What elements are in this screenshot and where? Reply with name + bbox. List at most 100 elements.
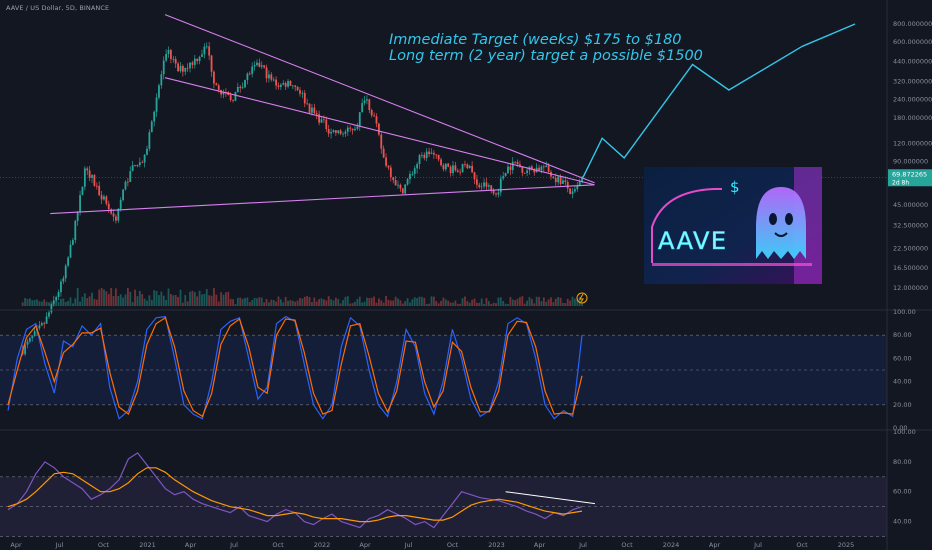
candle-body (284, 83, 287, 87)
candle-body (268, 74, 270, 79)
candle-body (107, 203, 110, 210)
candle-body (81, 186, 84, 196)
volume-bar (205, 289, 208, 306)
volume-bar (337, 299, 340, 306)
candle-body (368, 99, 371, 111)
volume-bar (131, 302, 134, 306)
candle-body (428, 151, 430, 155)
price-tick-label: 32.500000 (893, 221, 928, 229)
candle-body (138, 162, 141, 166)
candle-body (294, 85, 297, 87)
candle-body (442, 165, 445, 170)
volume-bar (418, 296, 421, 306)
volume-bar (208, 295, 211, 306)
volume-bar (196, 296, 199, 306)
volume-bar (466, 301, 469, 306)
volume-bar (554, 298, 557, 306)
candle-body (533, 169, 536, 173)
price-pane[interactable] (0, 14, 887, 356)
candle-body (69, 244, 72, 258)
candle-body (265, 67, 268, 79)
candle-body (129, 171, 132, 183)
candle-body (172, 58, 175, 60)
volume-bar (557, 297, 560, 306)
volume-bar (103, 289, 105, 306)
volume-bar (530, 298, 533, 306)
volume-bar (566, 298, 569, 306)
volume-bar (404, 301, 407, 306)
volume-bar (578, 296, 581, 306)
volume-bar (213, 288, 215, 306)
symbol-legend[interactable]: AAVE / US Dollar, 5D, BINANCE (6, 4, 110, 12)
last-price-countdown: 2d 8h (892, 179, 909, 186)
volume-bar (430, 296, 433, 306)
volume-bar (478, 302, 481, 306)
volume-bar (136, 296, 139, 306)
candle-body (514, 161, 517, 163)
volume-bar (150, 299, 153, 306)
candle-body (480, 186, 483, 188)
candle-body (153, 111, 156, 122)
candle-body (562, 180, 564, 184)
volume-bar (201, 294, 203, 306)
volume-bar (507, 303, 509, 306)
candle-body (103, 196, 105, 200)
candle-body (256, 62, 258, 66)
candle-body (356, 126, 359, 129)
candle-body (382, 148, 385, 158)
time-tick-label: Apr (534, 541, 546, 549)
candle-body (181, 65, 184, 72)
candle-body (210, 55, 213, 72)
candle-body (275, 79, 277, 86)
volume-bar (485, 298, 488, 306)
volume-bar (315, 301, 318, 306)
volume-bar (100, 288, 103, 306)
candle-body (296, 86, 299, 91)
candle-body (471, 165, 474, 173)
volume-bar (411, 299, 414, 306)
candle-body (244, 79, 246, 88)
candle-body (272, 79, 275, 81)
volume-bar (275, 301, 277, 306)
volume-bar (45, 301, 48, 306)
candle-body (91, 175, 93, 178)
volume-bar (514, 300, 517, 306)
volume-bar (62, 298, 65, 306)
volume-bar (248, 301, 251, 306)
candle-body (444, 163, 447, 170)
price-tick-label: 22.500000 (893, 244, 928, 252)
candle-body (375, 116, 378, 124)
candle-body (325, 119, 328, 130)
volume-bar (193, 292, 196, 306)
candle-body (222, 91, 225, 95)
volume-bar (129, 291, 132, 306)
volume-bar (444, 299, 447, 306)
volume-bar (339, 303, 342, 306)
candle-body (155, 97, 158, 112)
candle-body (177, 63, 179, 72)
volume-bar (313, 297, 316, 306)
candle-body (45, 316, 48, 324)
volume-bar (253, 297, 256, 306)
rsi-pane[interactable] (0, 452, 887, 537)
candle-body (404, 184, 407, 194)
volume-bar (21, 302, 24, 306)
volume-bar (397, 298, 399, 306)
candle-body (279, 84, 282, 87)
candle-body (468, 165, 471, 169)
time-tick-label: Oct (796, 541, 808, 549)
volume-bar (268, 302, 270, 306)
indicator-tick-label: 80.00 (893, 458, 912, 466)
volume-bar (459, 303, 462, 306)
volume-bar (260, 297, 263, 306)
stochastic-pane[interactable] (0, 315, 887, 420)
candle-body (349, 127, 352, 129)
candle-body (370, 110, 373, 116)
volume-bar (289, 300, 292, 306)
candle-body (459, 171, 462, 173)
volume-bar (93, 298, 96, 306)
volume-bar (380, 300, 383, 306)
volume-bar (95, 299, 98, 306)
price-tick-label: 440.000000 (893, 58, 932, 66)
candle-body (447, 163, 450, 167)
